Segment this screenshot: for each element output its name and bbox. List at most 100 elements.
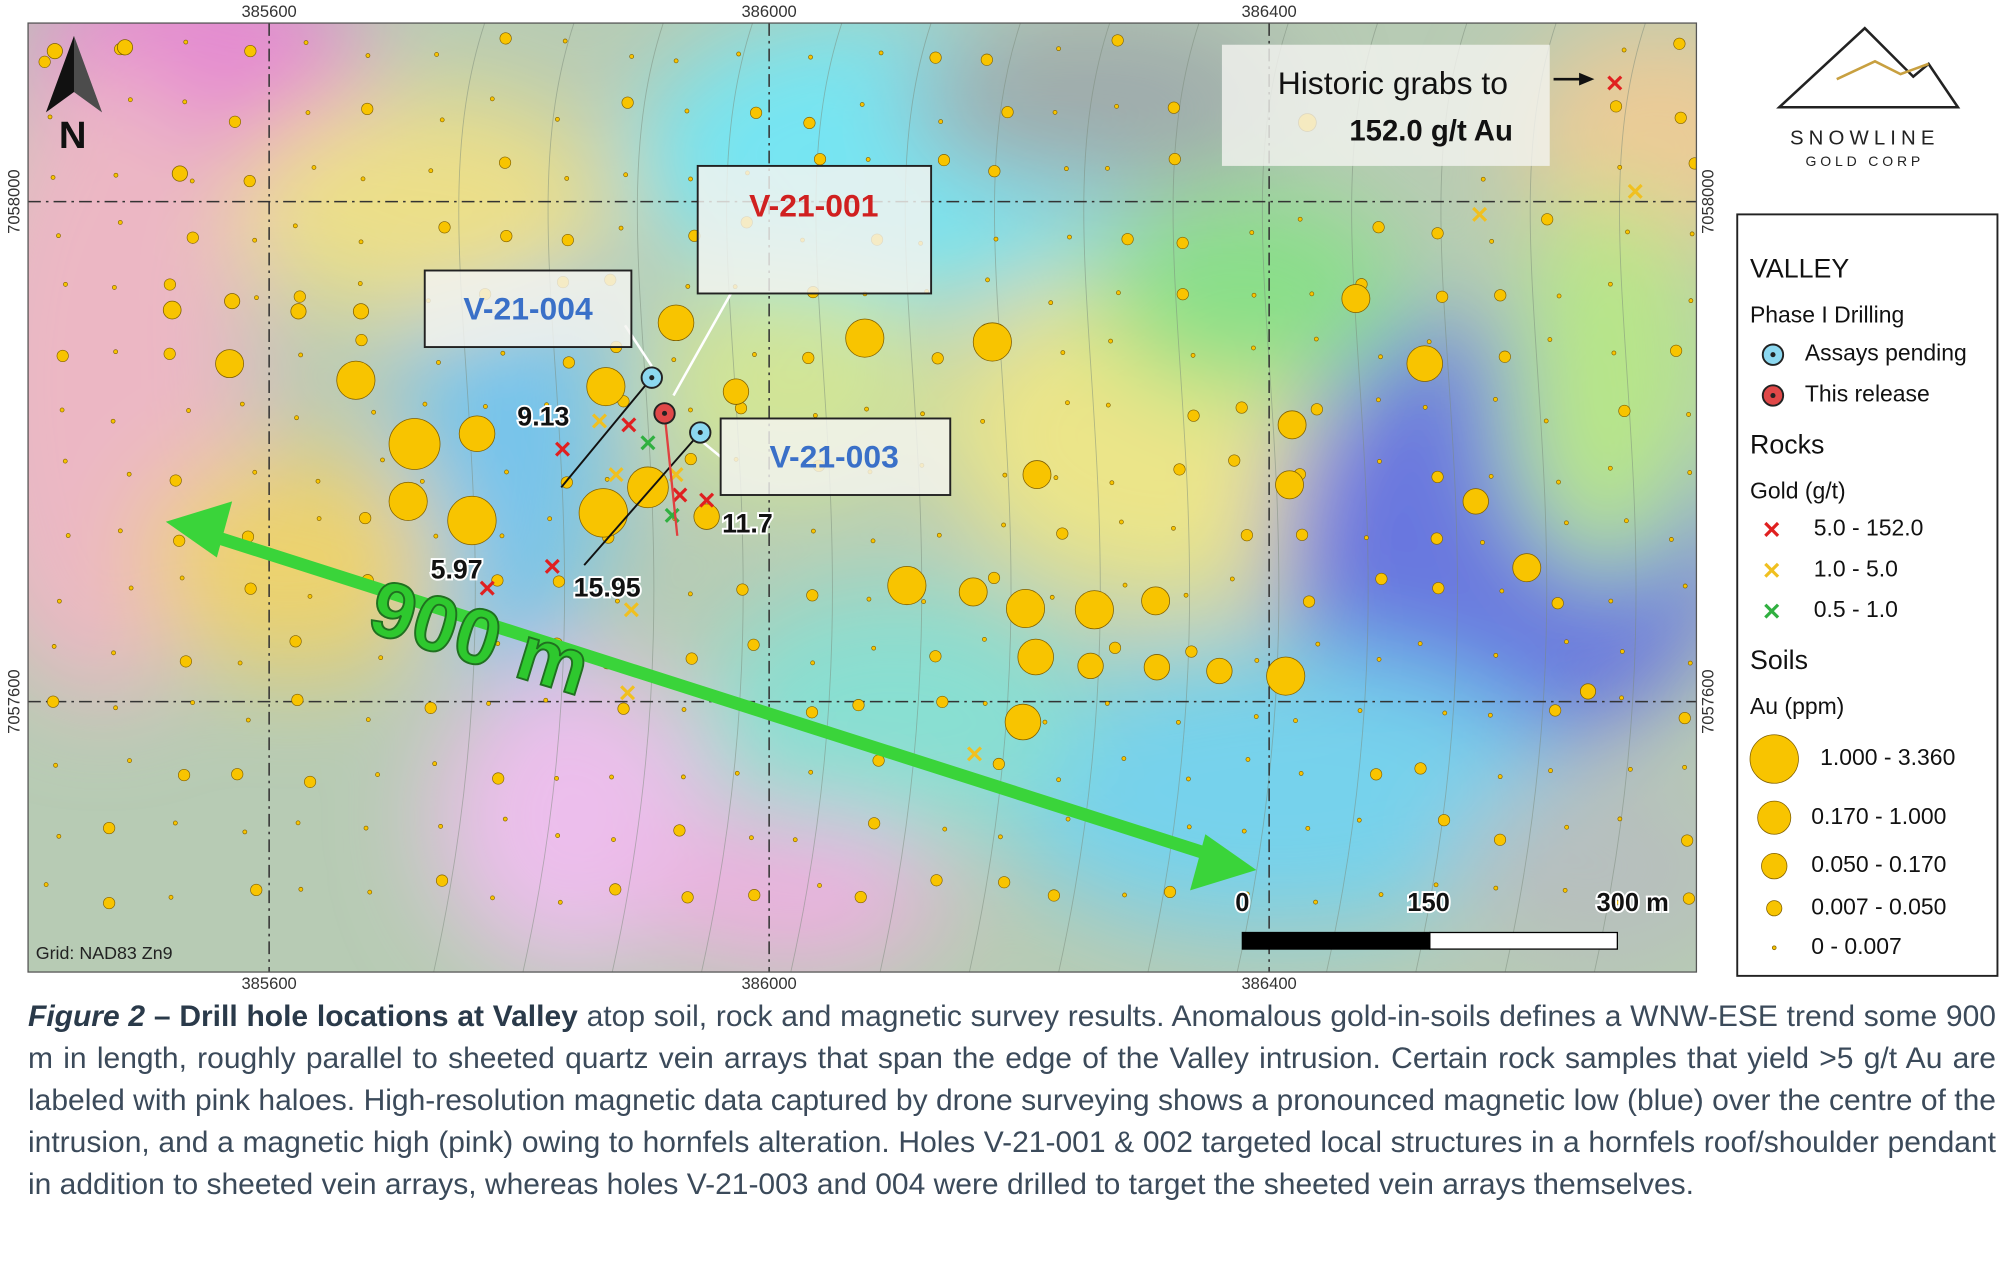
legend-item: 0.170 - 1.000 <box>1811 803 1946 829</box>
soil-sample <box>428 168 434 174</box>
soil-sample <box>1249 230 1255 235</box>
soil-sample <box>557 899 563 905</box>
soil-sample <box>1609 100 1623 113</box>
soil-sample <box>734 770 740 776</box>
soil-sample <box>179 655 192 668</box>
figure: V-21-001 V-21-004 V-21-003 9.13 11.7 5.97 15.9… <box>5 2 1999 990</box>
soil-sample <box>113 172 119 178</box>
soil-sample <box>1109 480 1115 486</box>
soil-sample <box>1549 704 1562 717</box>
soil-sample <box>562 38 568 44</box>
soil-sample <box>1406 345 1443 382</box>
soil-sample <box>681 774 686 780</box>
soil-sample <box>498 156 512 169</box>
rock-sample <box>591 413 607 429</box>
soil-sample <box>817 883 822 888</box>
soil-sample <box>1499 588 1505 594</box>
legend-item: 0.050 - 0.170 <box>1811 851 1946 877</box>
soil-sample <box>739 517 745 523</box>
soil-sample <box>1493 833 1507 846</box>
soil-sample <box>982 636 987 642</box>
rock-sample <box>1472 206 1488 222</box>
soil-sample <box>805 706 819 719</box>
x-tick-label: 385600 <box>241 974 296 990</box>
soil-sample <box>239 401 245 407</box>
legend-symbol-dot <box>1770 392 1776 399</box>
soil-sample <box>854 890 867 904</box>
soil-sample <box>1060 350 1066 355</box>
soil-sample <box>1104 701 1110 706</box>
soil-sample <box>561 234 574 247</box>
soil-sample <box>486 701 491 706</box>
legend-symbol <box>1761 853 1788 880</box>
soil-sample <box>422 401 428 407</box>
soil-sample <box>46 43 63 60</box>
soil-sample <box>859 102 865 107</box>
soil-sample <box>237 660 243 666</box>
soil-sample <box>868 817 881 830</box>
soil-sample <box>1497 774 1503 780</box>
soil-sample <box>811 528 816 534</box>
soil-sample <box>1674 111 1687 124</box>
soil-sample <box>684 453 697 466</box>
soil-sample <box>1266 656 1306 696</box>
soil-sample <box>1176 288 1189 301</box>
rock-sample <box>966 746 982 762</box>
soil-sample <box>491 574 504 587</box>
soil-sample <box>1183 592 1189 598</box>
soil-sample <box>564 176 570 181</box>
soil-sample <box>618 225 624 231</box>
soil-sample <box>920 411 925 417</box>
assay-label: 15.95 <box>574 572 641 602</box>
hole-label-box <box>696 164 933 295</box>
soil-sample <box>492 772 505 785</box>
soil-sample <box>355 334 368 347</box>
soil-sample <box>1417 641 1423 646</box>
soil-sample <box>887 566 927 606</box>
scale-label: 300 m <box>1596 889 1668 917</box>
soil-sample <box>295 820 301 826</box>
soil-sample <box>1313 899 1318 905</box>
soil-sample <box>502 816 508 822</box>
soil-sample <box>380 457 385 463</box>
soil-sample <box>1309 291 1315 297</box>
drill-collar-dot <box>649 375 655 381</box>
soil-sample <box>929 51 942 64</box>
soil-sample <box>1141 586 1171 616</box>
soil-sample <box>1302 595 1316 608</box>
soil-sample <box>806 589 819 602</box>
soil-sample <box>972 322 1012 362</box>
y-tick-label: 7057600 <box>5 669 24 734</box>
soil-sample <box>215 349 245 379</box>
soil-sample <box>244 45 257 58</box>
caption-text: atop soil, rock and magnetic survey resu… <box>28 1000 1996 1201</box>
soil-sample <box>555 116 560 122</box>
rock-sample <box>699 492 715 508</box>
soil-sample <box>483 404 488 409</box>
rock-sample <box>479 580 495 596</box>
soil-sample <box>252 237 258 243</box>
legend-item: 0.5 - 1.0 <box>1814 596 1898 622</box>
soil-sample <box>1619 695 1624 701</box>
soil-sample <box>1064 166 1069 172</box>
soil-sample <box>316 516 322 521</box>
soil-sample <box>307 594 313 599</box>
soil-sample <box>1105 402 1111 408</box>
soil-sample <box>1673 37 1686 50</box>
soil-sample <box>1624 518 1629 524</box>
soil-sample <box>921 599 927 605</box>
x-tick-label: 386400 <box>1241 974 1296 990</box>
soil-sample <box>878 50 884 56</box>
contour <box>1147 23 1200 973</box>
soil-sample <box>1167 101 1180 114</box>
soil-sample <box>1489 238 1494 244</box>
soil-sample <box>359 512 372 525</box>
x-tick-label: 385600 <box>241 2 296 21</box>
soil-sample <box>1682 892 1695 905</box>
soil-sample <box>189 178 195 184</box>
soil-sample <box>1251 292 1257 298</box>
soil-sample <box>179 575 185 581</box>
soil-sample <box>113 349 118 355</box>
rock-sample <box>672 487 688 503</box>
